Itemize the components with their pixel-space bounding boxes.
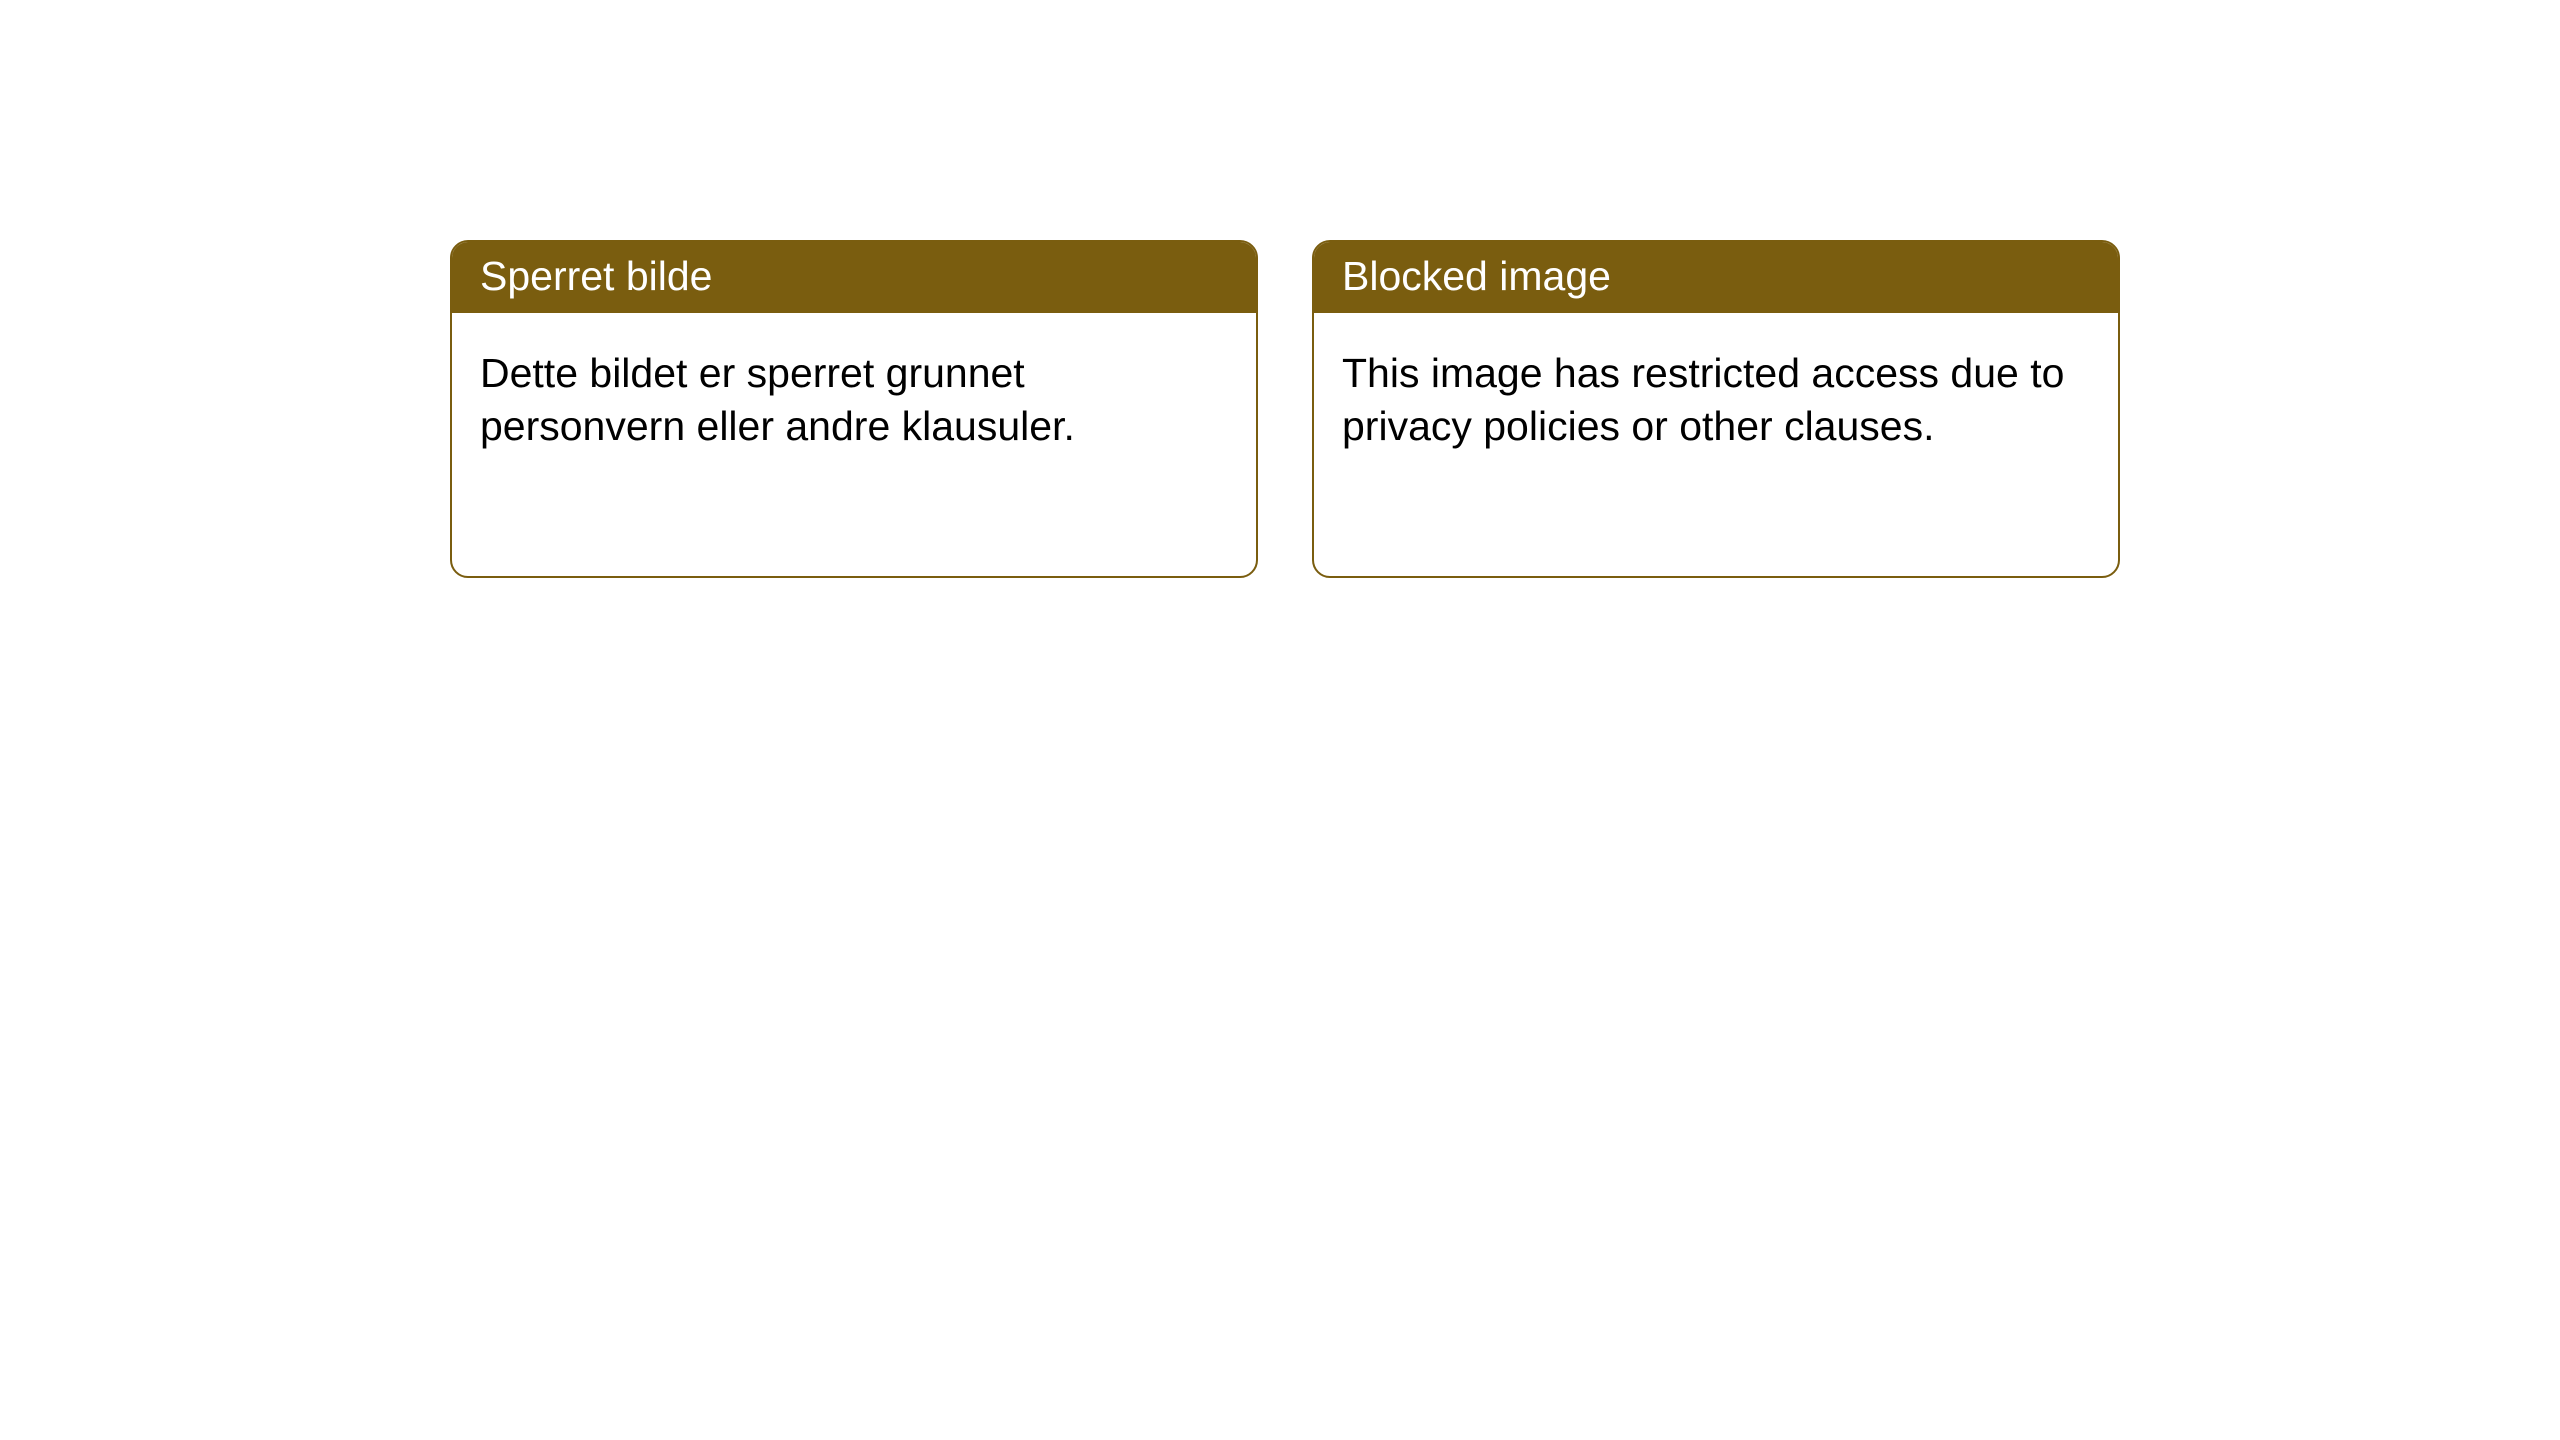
notice-container: Sperret bilde Dette bildet er sperret gr… (0, 0, 2560, 578)
notice-body: This image has restricted access due to … (1314, 313, 2118, 486)
notice-header: Sperret bilde (452, 242, 1256, 313)
notice-box-english: Blocked image This image has restricted … (1312, 240, 2120, 578)
notice-header: Blocked image (1314, 242, 2118, 313)
notice-box-norwegian: Sperret bilde Dette bildet er sperret gr… (450, 240, 1258, 578)
notice-body: Dette bildet er sperret grunnet personve… (452, 313, 1256, 486)
